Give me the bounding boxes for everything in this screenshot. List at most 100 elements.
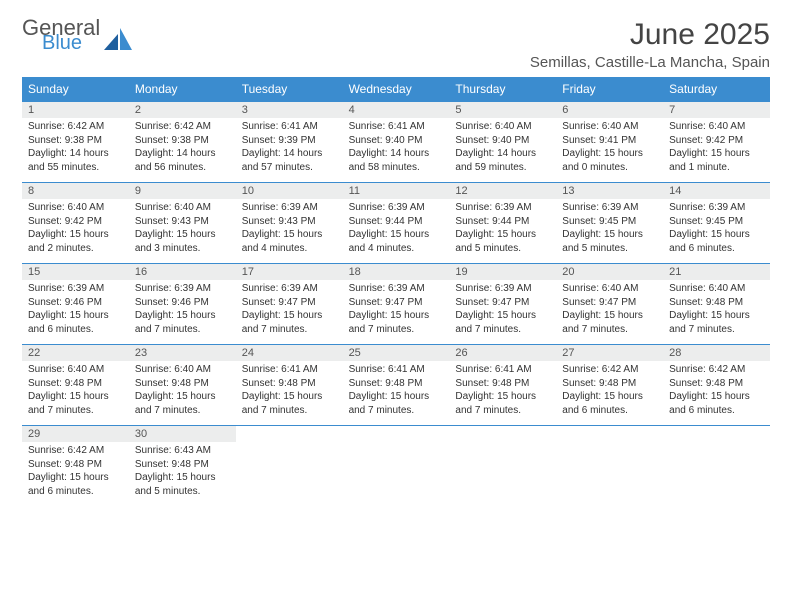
week-daynum-row: 1234567 bbox=[22, 101, 770, 118]
calendar-page: General Blue June 2025 Semillas, Castill… bbox=[0, 0, 792, 524]
sunrise-text: Sunrise: 6:41 AM bbox=[349, 120, 444, 134]
sunrise-text: Sunrise: 6:42 AM bbox=[669, 363, 764, 377]
day-number: 1 bbox=[22, 101, 129, 118]
weekday-header: Monday bbox=[129, 77, 236, 101]
sunrise-text: Sunrise: 6:41 AM bbox=[349, 363, 444, 377]
sunset-text: Sunset: 9:43 PM bbox=[242, 215, 337, 229]
daylight-text: Daylight: 15 hours and 7 minutes. bbox=[455, 309, 550, 336]
sunrise-text: Sunrise: 6:41 AM bbox=[242, 120, 337, 134]
sunrise-text: Sunrise: 6:40 AM bbox=[135, 363, 230, 377]
day-cell: Sunrise: 6:41 AMSunset: 9:48 PMDaylight:… bbox=[449, 361, 556, 425]
weekday-header: Wednesday bbox=[343, 77, 450, 101]
sunset-text: Sunset: 9:45 PM bbox=[669, 215, 764, 229]
sunrise-text: Sunrise: 6:39 AM bbox=[669, 201, 764, 215]
sunset-text: Sunset: 9:48 PM bbox=[669, 296, 764, 310]
daylight-text: Daylight: 15 hours and 6 minutes. bbox=[28, 309, 123, 336]
sunset-text: Sunset: 9:47 PM bbox=[349, 296, 444, 310]
day-number: 27 bbox=[556, 344, 663, 361]
sunrise-text: Sunrise: 6:39 AM bbox=[349, 282, 444, 296]
day-cell bbox=[556, 442, 663, 506]
day-number: 9 bbox=[129, 182, 236, 199]
day-number: 12 bbox=[449, 182, 556, 199]
day-cell: Sunrise: 6:39 AMSunset: 9:47 PMDaylight:… bbox=[343, 280, 450, 344]
weekday-header: Tuesday bbox=[236, 77, 343, 101]
daylight-text: Daylight: 15 hours and 5 minutes. bbox=[455, 228, 550, 255]
day-number: 20 bbox=[556, 263, 663, 280]
day-cell: Sunrise: 6:40 AMSunset: 9:43 PMDaylight:… bbox=[129, 199, 236, 263]
sunset-text: Sunset: 9:47 PM bbox=[562, 296, 657, 310]
week-content-row: Sunrise: 6:42 AMSunset: 9:48 PMDaylight:… bbox=[22, 442, 770, 506]
day-number: 23 bbox=[129, 344, 236, 361]
sunset-text: Sunset: 9:44 PM bbox=[349, 215, 444, 229]
sunset-text: Sunset: 9:47 PM bbox=[455, 296, 550, 310]
daylight-text: Daylight: 15 hours and 2 minutes. bbox=[28, 228, 123, 255]
day-number: 6 bbox=[556, 101, 663, 118]
daylight-text: Daylight: 15 hours and 4 minutes. bbox=[349, 228, 444, 255]
sunset-text: Sunset: 9:38 PM bbox=[28, 134, 123, 148]
sunset-text: Sunset: 9:40 PM bbox=[455, 134, 550, 148]
daylight-text: Daylight: 15 hours and 1 minute. bbox=[669, 147, 764, 174]
day-number: 28 bbox=[663, 344, 770, 361]
day-number: 18 bbox=[343, 263, 450, 280]
sunset-text: Sunset: 9:47 PM bbox=[242, 296, 337, 310]
daylight-text: Daylight: 15 hours and 7 minutes. bbox=[349, 390, 444, 417]
day-number: 17 bbox=[236, 263, 343, 280]
day-number: 13 bbox=[556, 182, 663, 199]
week-content-row: Sunrise: 6:40 AMSunset: 9:48 PMDaylight:… bbox=[22, 361, 770, 425]
sunset-text: Sunset: 9:46 PM bbox=[28, 296, 123, 310]
sunset-text: Sunset: 9:45 PM bbox=[562, 215, 657, 229]
sunrise-text: Sunrise: 6:40 AM bbox=[669, 282, 764, 296]
day-cell: Sunrise: 6:41 AMSunset: 9:48 PMDaylight:… bbox=[343, 361, 450, 425]
sunset-text: Sunset: 9:48 PM bbox=[562, 377, 657, 391]
sunset-text: Sunset: 9:39 PM bbox=[242, 134, 337, 148]
location-text: Semillas, Castille-La Mancha, Spain bbox=[530, 54, 770, 71]
sunset-text: Sunset: 9:44 PM bbox=[455, 215, 550, 229]
day-number: 5 bbox=[449, 101, 556, 118]
day-cell: Sunrise: 6:39 AMSunset: 9:45 PMDaylight:… bbox=[556, 199, 663, 263]
daylight-text: Daylight: 14 hours and 58 minutes. bbox=[349, 147, 444, 174]
day-cell: Sunrise: 6:40 AMSunset: 9:47 PMDaylight:… bbox=[556, 280, 663, 344]
day-number: 25 bbox=[343, 344, 450, 361]
day-number: 2 bbox=[129, 101, 236, 118]
day-number: 26 bbox=[449, 344, 556, 361]
daylight-text: Daylight: 15 hours and 7 minutes. bbox=[242, 309, 337, 336]
day-cell: Sunrise: 6:39 AMSunset: 9:46 PMDaylight:… bbox=[22, 280, 129, 344]
day-cell: Sunrise: 6:39 AMSunset: 9:45 PMDaylight:… bbox=[663, 199, 770, 263]
weekday-header: Thursday bbox=[449, 77, 556, 101]
sunrise-text: Sunrise: 6:42 AM bbox=[135, 120, 230, 134]
daylight-text: Daylight: 15 hours and 5 minutes. bbox=[135, 471, 230, 498]
sunset-text: Sunset: 9:42 PM bbox=[669, 134, 764, 148]
daylight-text: Daylight: 15 hours and 4 minutes. bbox=[242, 228, 337, 255]
day-cell bbox=[343, 442, 450, 506]
day-cell: Sunrise: 6:40 AMSunset: 9:42 PMDaylight:… bbox=[22, 199, 129, 263]
brand-line2: Blue bbox=[42, 34, 100, 52]
sunrise-text: Sunrise: 6:39 AM bbox=[562, 201, 657, 215]
sunrise-text: Sunrise: 6:39 AM bbox=[28, 282, 123, 296]
title-block: June 2025 Semillas, Castille-La Mancha, … bbox=[530, 18, 770, 71]
daylight-text: Daylight: 15 hours and 5 minutes. bbox=[562, 228, 657, 255]
day-number: 3 bbox=[236, 101, 343, 118]
day-cell bbox=[236, 442, 343, 506]
day-cell: Sunrise: 6:42 AMSunset: 9:48 PMDaylight:… bbox=[22, 442, 129, 506]
sunrise-text: Sunrise: 6:40 AM bbox=[135, 201, 230, 215]
day-cell: Sunrise: 6:39 AMSunset: 9:47 PMDaylight:… bbox=[236, 280, 343, 344]
sunset-text: Sunset: 9:48 PM bbox=[242, 377, 337, 391]
daylight-text: Daylight: 15 hours and 0 minutes. bbox=[562, 147, 657, 174]
sunset-text: Sunset: 9:41 PM bbox=[562, 134, 657, 148]
daylight-text: Daylight: 15 hours and 7 minutes. bbox=[242, 390, 337, 417]
day-cell: Sunrise: 6:39 AMSunset: 9:44 PMDaylight:… bbox=[343, 199, 450, 263]
day-number bbox=[343, 425, 450, 442]
sunset-text: Sunset: 9:48 PM bbox=[455, 377, 550, 391]
daylight-text: Daylight: 15 hours and 7 minutes. bbox=[562, 309, 657, 336]
week-content-row: Sunrise: 6:40 AMSunset: 9:42 PMDaylight:… bbox=[22, 199, 770, 263]
week-daynum-row: 15161718192021 bbox=[22, 263, 770, 280]
sunset-text: Sunset: 9:43 PM bbox=[135, 215, 230, 229]
day-cell: Sunrise: 6:41 AMSunset: 9:39 PMDaylight:… bbox=[236, 118, 343, 182]
sunrise-text: Sunrise: 6:39 AM bbox=[242, 201, 337, 215]
week-daynum-row: 2930 bbox=[22, 425, 770, 442]
daylight-text: Daylight: 15 hours and 7 minutes. bbox=[135, 309, 230, 336]
daylight-text: Daylight: 15 hours and 7 minutes. bbox=[669, 309, 764, 336]
sunset-text: Sunset: 9:38 PM bbox=[135, 134, 230, 148]
sunrise-text: Sunrise: 6:39 AM bbox=[455, 201, 550, 215]
day-number: 7 bbox=[663, 101, 770, 118]
